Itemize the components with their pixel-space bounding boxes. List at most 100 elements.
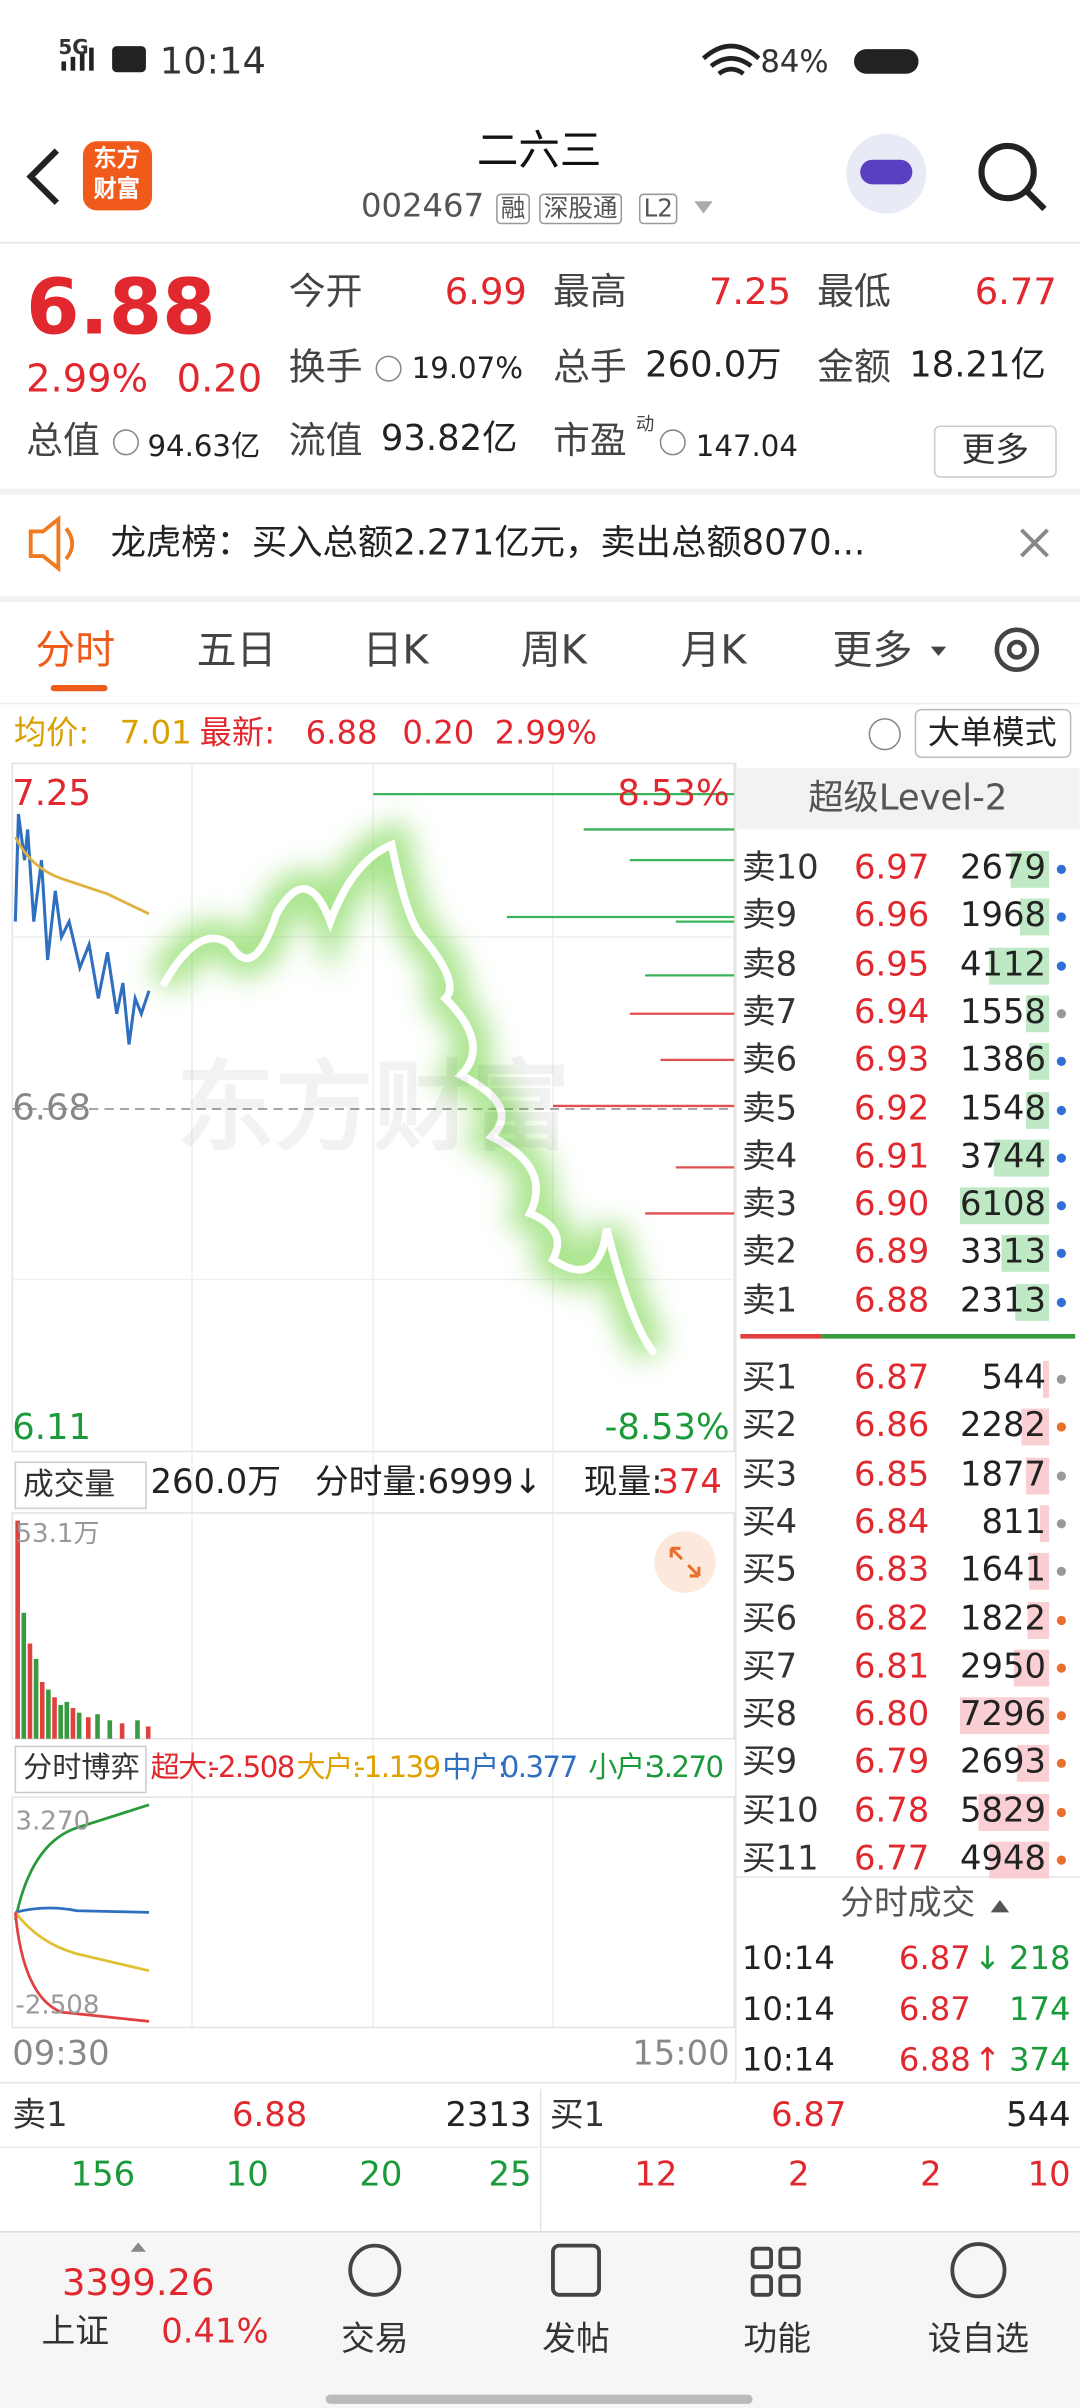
selector-box[interactable] (14, 1745, 147, 1794)
book-volume: 1386 (960, 1041, 1047, 1081)
book-dot (1056, 1807, 1066, 1817)
volume-selector[interactable]: 成交量 (23, 1465, 116, 1503)
volume-bars (15, 1520, 151, 1739)
book-volume: 1822 (960, 1599, 1047, 1639)
flow-selector[interactable]: 分时博弈 (23, 1751, 140, 1785)
nav-item[interactable]: 功能 (743, 2320, 812, 2360)
flow-value: -1.139 (354, 1751, 441, 1785)
mode-button[interactable] (914, 708, 1072, 759)
settings-center (1006, 639, 1027, 660)
settings-button[interactable] (994, 627, 1040, 673)
info-icon[interactable] (375, 355, 402, 382)
info-icon[interactable] (112, 429, 140, 456)
flow-label: 小户: (588, 1751, 653, 1785)
search-button[interactable] (978, 142, 1037, 202)
tab[interactable]: 日K (362, 628, 429, 675)
volume-bar (960, 1697, 1050, 1735)
ask-price: 6.88 (231, 2096, 308, 2136)
flow-frame (11, 1796, 735, 2029)
tick-volume: 分时量:6999↓ (314, 1463, 542, 1503)
tab[interactable]: 分时 (35, 628, 116, 675)
more-button[interactable]: 更多 (933, 425, 1057, 478)
flow-line (13, 1912, 150, 2023)
book-label: 卖8 (741, 945, 798, 984)
volume-total: 260.0万 (150, 1463, 282, 1503)
help-icon[interactable] (868, 718, 901, 751)
book-dot (1056, 1470, 1066, 1481)
mode-button[interactable]: 大单模式 (927, 714, 1057, 752)
book-dot (1056, 1374, 1066, 1384)
book-price: 6.90 (854, 1185, 930, 1225)
tab[interactable]: 周K (520, 628, 587, 675)
volume-bar (1009, 850, 1050, 888)
flow-value: 0.377 (500, 1751, 578, 1785)
dropdown-arrow[interactable] (694, 201, 713, 214)
expand-button[interactable] (654, 1531, 716, 1593)
book-price: 6.77 (854, 1840, 930, 1879)
function-icon[interactable] (750, 2246, 801, 2297)
volume-bar (960, 1187, 1050, 1225)
book-label: 买10 (741, 1792, 819, 1831)
flow-line (15, 1906, 150, 1914)
book-dot (1056, 1153, 1066, 1163)
book-label: 卖6 (741, 1041, 798, 1081)
flow-min: -2.508 (15, 1990, 100, 2022)
tick-time: 10:14 (741, 1939, 835, 1977)
stock-tag: 融 (496, 193, 530, 225)
ask-label: 卖1 (12, 2096, 68, 2136)
info-icon[interactable] (659, 429, 686, 456)
book-price: 6.95 (854, 945, 930, 984)
book-label: 买2 (741, 1407, 798, 1446)
current-volume-label: 现量: (583, 1463, 663, 1503)
avg-value: 7.01 (119, 714, 192, 752)
dropdown-arrow[interactable] (930, 646, 947, 656)
collapse-arrow[interactable] (990, 1900, 1010, 1913)
book-price: 6.96 (854, 897, 930, 936)
index-value[interactable]: 3399.26 (62, 2260, 215, 2304)
book-label: 卖10 (741, 849, 819, 888)
book-label: 卖9 (741, 897, 798, 936)
flow-line (14, 1803, 150, 1921)
tab[interactable]: 月K (680, 628, 747, 675)
back-button[interactable] (26, 148, 60, 205)
nav-item[interactable]: 设自选 (927, 2320, 1030, 2360)
volume-bar (1016, 1745, 1050, 1783)
watchlist-icon[interactable] (950, 2242, 1007, 2299)
clock: 10:14 (159, 39, 266, 83)
close-button[interactable] (1020, 528, 1049, 558)
book-volume: 2693 (960, 1743, 1047, 1783)
book-price: 6.93 (854, 1041, 930, 1081)
volume-frame (11, 1512, 735, 1740)
book-dot (1056, 1249, 1066, 1259)
book-dot (1056, 1759, 1066, 1769)
tick-volume: 218 (1009, 1939, 1071, 1977)
banner-text[interactable]: 龙虎榜：买入总额2.271亿元，卖出总额8070... (110, 523, 866, 564)
tab[interactable]: 更多 (832, 628, 913, 675)
nav-item[interactable]: 发帖 (542, 2320, 610, 2360)
tab[interactable]: 五日 (196, 628, 277, 675)
book-volume: 1877 (960, 1455, 1047, 1494)
book-dot (1056, 1855, 1066, 1865)
high-label: 7.25 (12, 774, 91, 815)
post-icon[interactable] (551, 2243, 601, 2297)
tick-time: 10:14 (741, 1990, 835, 2028)
book-volume: 5829 (960, 1792, 1047, 1831)
book-price: 6.97 (854, 849, 930, 888)
book-volume: 1641 (960, 1551, 1047, 1591)
nav-item[interactable]: 交易 (340, 2320, 409, 2360)
latest-change: 0.20 (402, 714, 475, 752)
selector-box[interactable] (14, 1461, 147, 1510)
trade-icon[interactable] (348, 2243, 402, 2297)
stock-name: 二六三 (476, 127, 602, 176)
nav-bar (0, 2231, 1080, 2408)
flow-line (14, 1911, 150, 1973)
book-label: 买8 (741, 1695, 798, 1735)
field-value: 93.82亿 (380, 419, 518, 460)
level2-title[interactable]: 超级Level-2 (808, 778, 1008, 819)
latest-change-pct: 2.99% (494, 714, 598, 752)
field-sup: 动 (635, 413, 655, 435)
tick-dir: ↑ (973, 2041, 1001, 2079)
flow-label: 中户: (442, 1751, 507, 1785)
book-volume: 2313 (960, 1282, 1047, 1321)
